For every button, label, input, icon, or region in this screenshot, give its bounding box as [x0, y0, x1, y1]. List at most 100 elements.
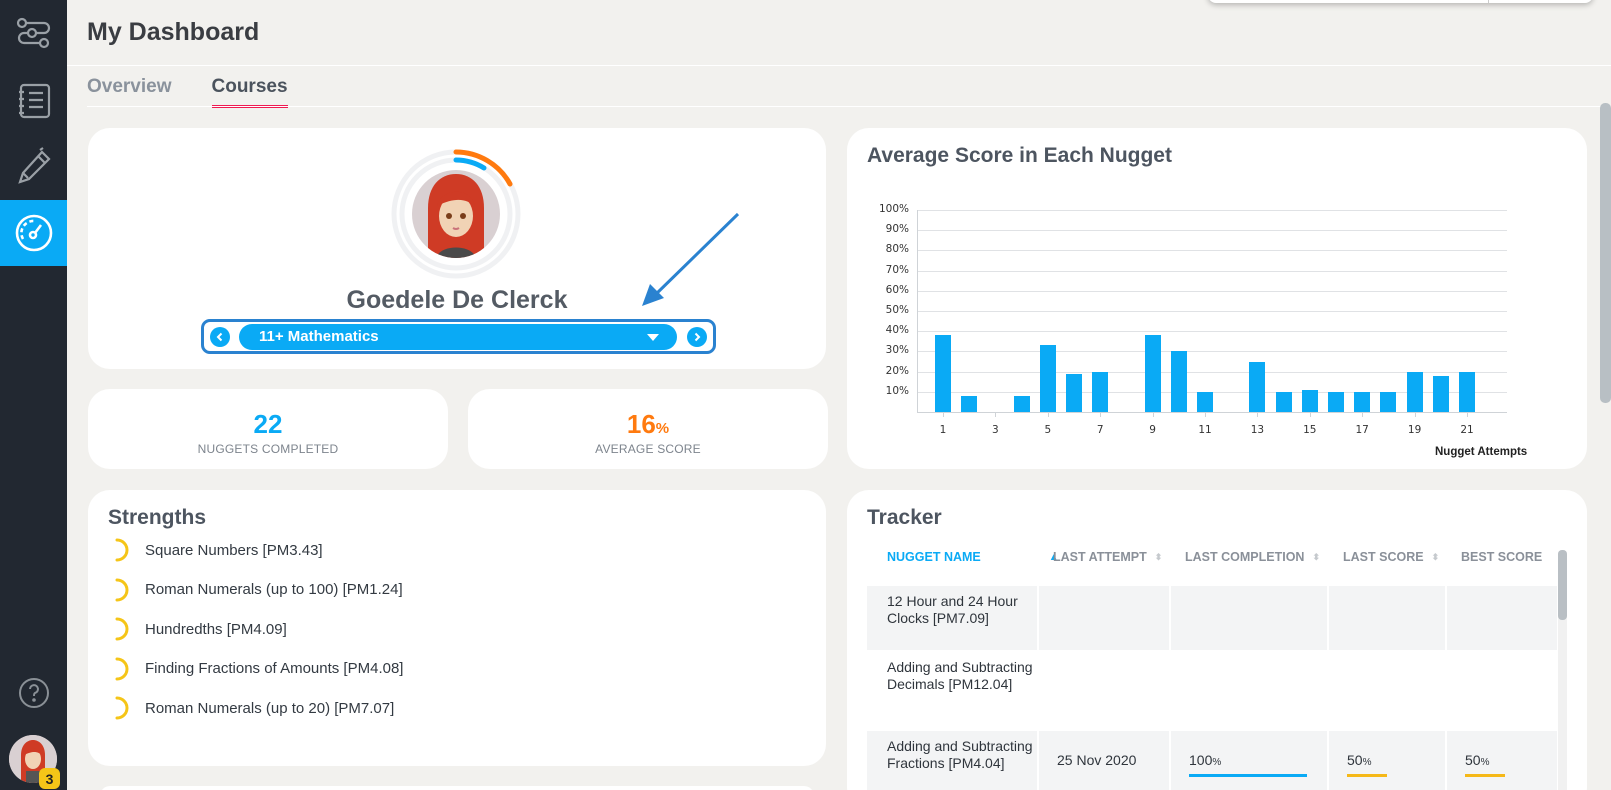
average-score-card: 16% AVERAGE SCORE	[468, 389, 828, 469]
bar[interactable]	[1432, 375, 1449, 412]
bar[interactable]	[1170, 351, 1187, 412]
bar[interactable]	[1380, 391, 1397, 412]
bar[interactable]	[1275, 391, 1292, 412]
bar[interactable]	[961, 395, 978, 412]
bar[interactable]	[1066, 373, 1082, 412]
pencil-icon	[17, 147, 51, 184]
y-tick-label: 70%	[885, 263, 909, 276]
x-tick-label: 3	[992, 424, 999, 436]
x-tick	[1309, 412, 1311, 417]
x-tick-label: 1	[939, 424, 947, 436]
gridline	[917, 331, 1507, 333]
tabs-divider	[87, 106, 1607, 107]
tabs: Overview Courses	[87, 76, 288, 108]
last_score-bar	[1347, 774, 1387, 777]
tab-courses[interactable]: Courses	[211, 76, 288, 108]
y-tick-label: 40%	[885, 324, 909, 337]
column-last-completion[interactable]: LAST COMPLETION ⬍	[1185, 550, 1320, 564]
workflow-icon	[16, 17, 50, 49]
page-scrollbar-thumb[interactable]	[1600, 103, 1611, 403]
x-tick	[943, 412, 944, 417]
table-row[interactable]: 12 Hour and 24 Hour Clocks [PM7.09]	[867, 586, 1557, 650]
bar[interactable]	[1144, 335, 1161, 412]
course-selector: 11+ Mathematics	[201, 319, 716, 354]
table-cell	[1169, 731, 1327, 790]
bar[interactable]	[1354, 391, 1371, 412]
bar[interactable]	[1406, 371, 1423, 412]
bar[interactable]	[1301, 389, 1318, 412]
notebook-list-icon	[18, 83, 50, 119]
table-cell	[1169, 652, 1327, 729]
strength-label: Finding Fractions of Amounts [PM4.08]	[145, 660, 404, 677]
next-course-button[interactable]	[687, 327, 707, 347]
column-last-score[interactable]: LAST SCORE ⬍	[1343, 550, 1440, 564]
bar[interactable]	[1092, 371, 1109, 412]
bar[interactable]	[1459, 371, 1475, 412]
strength-item[interactable]: Square Numbers [PM3.43]	[113, 537, 323, 563]
table-cell	[1037, 731, 1169, 790]
x-axis	[917, 412, 1507, 413]
gridline	[917, 351, 1507, 353]
course-dropdown[interactable]: 11+ Mathematics	[239, 324, 677, 350]
chevron-left-icon	[216, 332, 223, 342]
table-row[interactable]: Adding and Subtracting Decimals [PM12.04…	[867, 652, 1557, 729]
tab-overview[interactable]: Overview	[87, 76, 172, 97]
column-nugget-name[interactable]: NUGGET NAME ▲	[887, 550, 1059, 564]
bar[interactable]	[935, 335, 951, 412]
bar[interactable]	[1197, 391, 1213, 412]
best_score-bar	[1465, 774, 1505, 777]
sort-icon: ⬍	[1312, 551, 1320, 562]
x-tick-label: 15	[1303, 424, 1317, 436]
x-tick-label: 7	[1096, 424, 1104, 436]
sidebar-item-editor[interactable]	[0, 134, 67, 200]
x-tick	[1362, 412, 1364, 417]
progress-rings	[388, 146, 524, 282]
column-best-score[interactable]: BEST SCORE	[1461, 550, 1543, 564]
nugget-name-cell: 12 Hour and 24 Hour Clocks [PM7.09]	[887, 593, 1018, 626]
bar[interactable]	[1249, 361, 1266, 412]
y-tick-label: 100%	[878, 203, 909, 215]
table-cell	[1445, 731, 1557, 790]
strength-label: Roman Numerals (up to 20) [PM7.07]	[145, 699, 395, 717]
nugget-name-cell: Adding and Subtracting Fractions [PM4.04…	[887, 738, 1033, 771]
column-last-attempt[interactable]: LAST ATTEMPT ⬍	[1053, 550, 1163, 564]
gridline	[917, 210, 1507, 211]
progress-arc-icon	[115, 617, 129, 641]
nuggets-completed-card: 22 NUGGETS COMPLETED	[88, 389, 448, 469]
chevron-right-icon	[694, 332, 701, 342]
help-button[interactable]	[0, 660, 67, 726]
table-cell	[1327, 731, 1445, 790]
y-tick-label: 30%	[885, 344, 909, 357]
speedometer-icon	[15, 214, 52, 252]
profile-card: Goedele De Clerck 11+ Mathematics	[88, 128, 826, 369]
annotation-arrow-icon	[642, 212, 740, 306]
sort-asc-icon: ▲	[1048, 551, 1059, 563]
page-title: My Dashboard	[87, 18, 260, 46]
table-scrollbar[interactable]	[1558, 550, 1567, 790]
progress-arc-icon	[115, 538, 129, 562]
last_completion-cell: 100%	[1189, 731, 1307, 790]
x-tick	[1414, 412, 1416, 417]
x-tick	[1100, 412, 1102, 417]
sidebar-item-dashboard[interactable]	[0, 200, 67, 266]
sidebar-item-workflow[interactable]	[0, 2, 67, 68]
table-cell	[1445, 652, 1557, 729]
x-tick	[1205, 412, 1206, 417]
x-tick	[1467, 412, 1468, 417]
gridline	[917, 230, 1507, 232]
table-scrollbar-thumb[interactable]	[1558, 550, 1567, 620]
strength-item[interactable]: Roman Numerals (up to 20) [PM7.07]	[113, 695, 394, 721]
strength-item[interactable]: Roman Numerals (up to 100) [PM1.24]	[113, 577, 403, 603]
strength-item[interactable]: Finding Fractions of Amounts [PM4.08]	[113, 656, 403, 682]
bar[interactable]	[1039, 345, 1056, 412]
previous-course-button[interactable]	[210, 327, 230, 347]
course-dropdown-value: 11+ Mathematics	[259, 328, 379, 345]
bar[interactable]	[1013, 395, 1030, 412]
strength-item[interactable]: Hundredths [PM4.09]	[113, 616, 287, 642]
sidebar-item-courses[interactable]	[0, 68, 67, 134]
table-row[interactable]: Adding and Subtracting Fractions [PM4.04…	[867, 731, 1557, 790]
header-divider	[67, 65, 1611, 66]
last_score-cell: 50%	[1347, 731, 1387, 790]
bar[interactable]	[1328, 391, 1344, 412]
y-tick-label: 50%	[885, 304, 909, 316]
